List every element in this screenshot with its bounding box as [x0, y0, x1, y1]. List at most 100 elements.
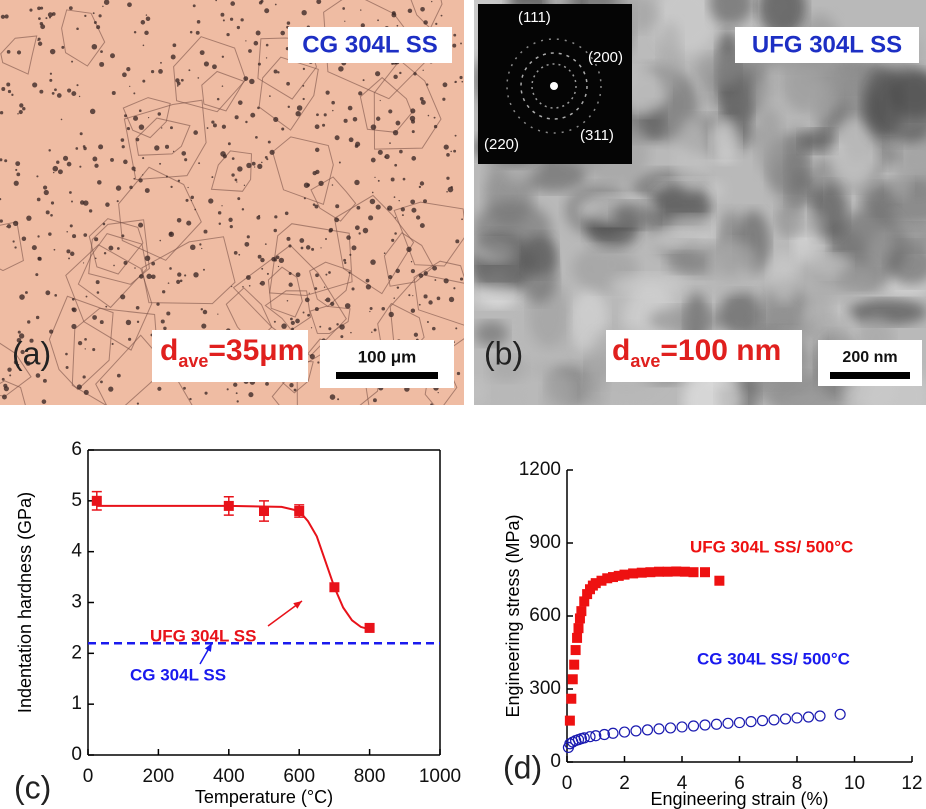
precipitate: [63, 156, 68, 161]
precipitate: [324, 287, 325, 288]
precipitate: [337, 398, 339, 400]
marker: [680, 567, 690, 577]
marker: [663, 567, 673, 577]
precipitate: [211, 176, 213, 178]
precipitate: [290, 318, 293, 321]
x-tick-label: 400: [213, 766, 245, 787]
x-tick-label: 200: [143, 766, 175, 787]
precipitate: [51, 201, 54, 204]
precipitate: [84, 390, 89, 395]
precipitate: [49, 16, 51, 18]
precipitate: [279, 258, 284, 263]
precipitate: [171, 55, 176, 60]
precipitate: [36, 373, 41, 378]
marker: [835, 709, 845, 719]
precipitate: [117, 374, 121, 378]
precipitate: [457, 372, 460, 375]
precipitate: [245, 40, 246, 41]
precipitate: [126, 67, 130, 71]
precipitate: [92, 157, 97, 162]
precipitate: [175, 78, 179, 82]
precipitate: [56, 161, 59, 164]
precipitate: [374, 177, 375, 178]
precipitate: [269, 95, 271, 97]
marker: [700, 720, 710, 730]
marker: [689, 567, 699, 577]
precipitate: [105, 202, 109, 206]
y-axis-label: Engineering stress (MPa): [503, 514, 523, 717]
precipitate: [221, 205, 222, 206]
precipitate: [231, 286, 232, 287]
precipitate: [122, 72, 127, 77]
precipitate: [76, 27, 79, 30]
precipitate: [332, 110, 333, 111]
precipitate: [178, 180, 180, 182]
precipitate: [301, 10, 306, 15]
marker: [628, 568, 638, 578]
precipitate: [316, 113, 319, 116]
precipitate: [100, 50, 103, 53]
sample-label: UFG 304L SS: [752, 31, 902, 58]
precipitate: [138, 223, 143, 228]
precipitate: [247, 235, 250, 238]
precipitate: [96, 280, 100, 284]
precipitate: [205, 392, 208, 395]
scale-label: 100 μm: [358, 347, 417, 366]
precipitate: [197, 77, 199, 79]
precipitate: [228, 142, 231, 145]
precipitate: [401, 207, 405, 211]
precipitate: [134, 267, 136, 269]
grain: [462, 377, 488, 406]
precipitate: [258, 63, 261, 66]
precipitate: [94, 164, 98, 168]
precipitate: [158, 112, 161, 115]
series-line: [97, 506, 370, 630]
precipitate: [267, 273, 269, 275]
precipitate: [363, 228, 369, 234]
precipitate: [177, 272, 181, 276]
precipitate: [420, 181, 424, 185]
precipitate: [184, 158, 187, 161]
marker: [723, 718, 733, 728]
precipitate: [397, 25, 399, 27]
precipitate: [294, 389, 297, 392]
figure: CG 304L SS (a) dave=35μm 100 μm (111) (2…: [0, 0, 926, 809]
precipitate: [13, 221, 18, 226]
precipitate: [217, 98, 220, 101]
precipitate: [371, 158, 376, 163]
precipitate: [340, 335, 343, 338]
precipitate: [250, 113, 255, 118]
annotation: CG 304L SS: [130, 665, 226, 684]
precipitate: [254, 41, 259, 46]
marker: [637, 568, 647, 578]
y-tick-label: 6: [71, 439, 82, 460]
precipitate: [207, 127, 209, 129]
y-tick-label: 900: [529, 532, 561, 553]
precipitate: [442, 98, 445, 101]
precipitate: [369, 311, 370, 312]
grain: [800, 129, 836, 152]
precipitate: [187, 187, 188, 188]
precipitate: [288, 244, 291, 247]
precipitate: [249, 79, 254, 84]
precipitate: [127, 127, 130, 130]
precipitate: [223, 19, 225, 21]
precipitate: [275, 4, 277, 6]
precipitate: [393, 130, 398, 135]
marker: [758, 716, 768, 726]
marker: [769, 715, 779, 725]
precipitate: [344, 262, 346, 264]
grain: [658, 22, 683, 95]
precipitate: [411, 156, 416, 161]
precipitate: [22, 237, 26, 241]
precipitate: [196, 31, 200, 35]
precipitate: [428, 300, 432, 304]
precipitate: [191, 196, 194, 199]
x-tick-label: 800: [354, 766, 386, 787]
precipitate: [49, 330, 53, 334]
precipitate: [45, 17, 47, 19]
precipitate: [434, 125, 437, 128]
precipitate: [423, 20, 428, 25]
precipitate: [315, 148, 319, 152]
precipitate: [237, 26, 240, 29]
